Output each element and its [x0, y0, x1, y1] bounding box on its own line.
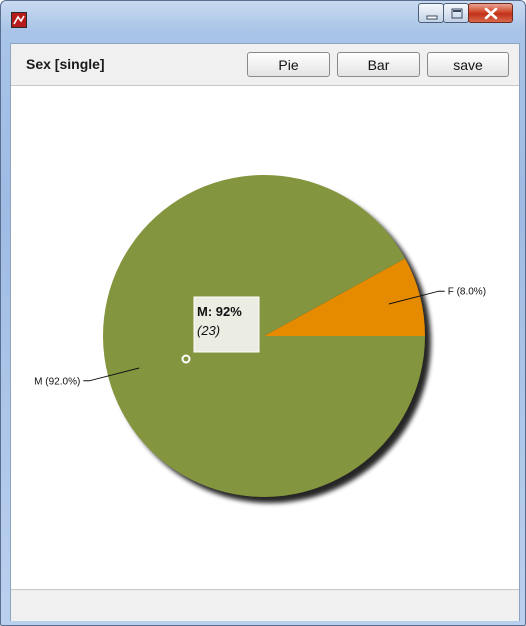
bar-button[interactable]: Bar: [337, 52, 420, 77]
minimize-button[interactable]: [418, 3, 444, 23]
leader-line-f: [388, 290, 445, 305]
tooltip-box: [193, 296, 260, 353]
cursor-marker: [181, 354, 191, 364]
app-icon: [11, 12, 27, 28]
tooltip-title: M: 92%: [197, 304, 242, 319]
minimize-icon: [426, 15, 438, 20]
save-button[interactable]: save: [427, 52, 509, 77]
pie-slice-m[interactable]: [103, 174, 426, 497]
slice-label-f: F (8.0%): [448, 287, 486, 298]
variable-title: Sex [single]: [26, 56, 105, 72]
close-button[interactable]: [468, 3, 513, 23]
slice-label-m: M (92.0%): [34, 376, 80, 387]
chart-area: F (8.0%) M (92.0%) M: 92% (23): [11, 86, 519, 589]
maximize-button[interactable]: [443, 3, 469, 23]
pie-slice-f[interactable]: [264, 258, 425, 336]
title-bar[interactable]: [1, 1, 525, 41]
toolbar: Sex [single] Pie Bar save: [11, 44, 519, 86]
pie-chart: F (8.0%) M (92.0%) M: 92% (23): [34, 174, 486, 503]
status-bar: [11, 589, 519, 621]
client-area: Sex [single] Pie Bar save F (8.0%) M (92.…: [10, 43, 520, 621]
leader-line-m: [83, 367, 140, 382]
close-icon: [484, 7, 498, 20]
maximize-icon: [451, 8, 463, 19]
pie-button[interactable]: Pie: [247, 52, 330, 77]
tooltip-count: (23): [197, 323, 220, 338]
